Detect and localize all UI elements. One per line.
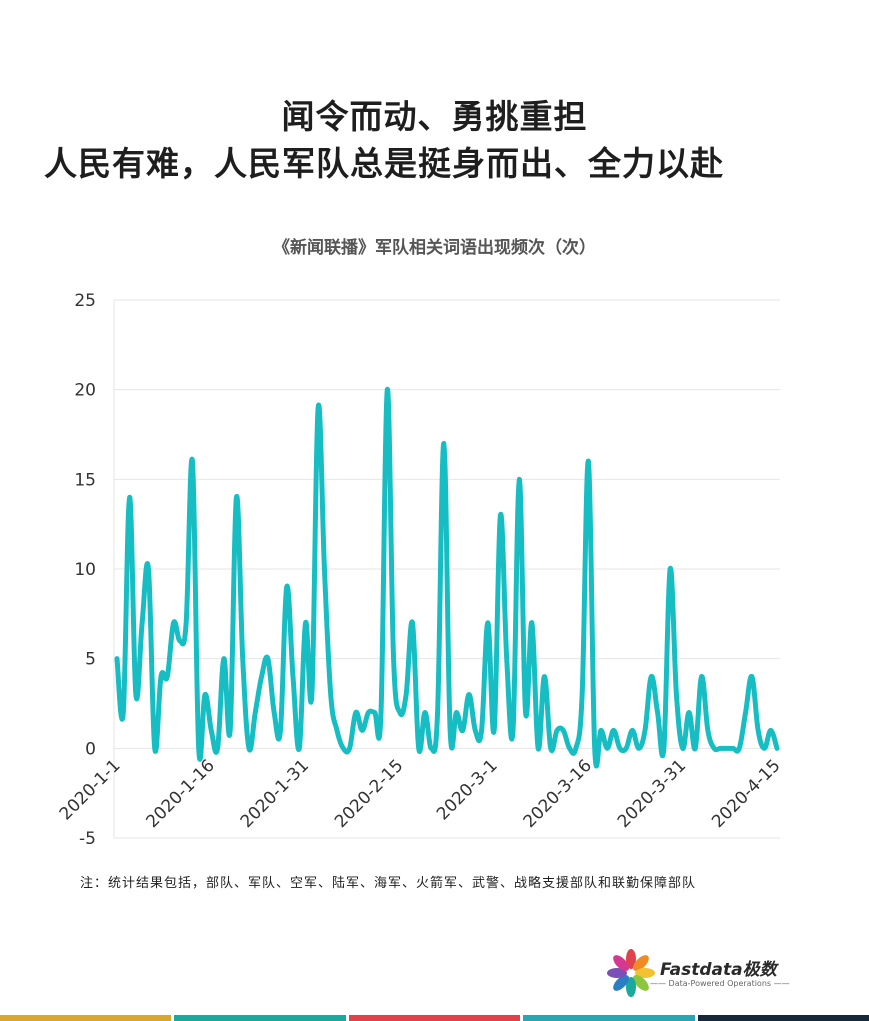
- y-tick-label: -5: [79, 829, 96, 849]
- y-tick-label: 5: [85, 650, 96, 670]
- y-tick-label: 0: [85, 739, 96, 759]
- x-axis-ticks: 2020-1-1 2020-1-16 2020-1-31 2020-2-15 2020-…: [56, 756, 785, 832]
- y-axis-ticks: 25 20 15 10 5 0 -5: [74, 291, 96, 849]
- logo-wordmark: Fastdata极数: [660, 960, 777, 980]
- x-tick-label: 2020-3-1: [433, 756, 502, 825]
- fastdata-logo: Fastdata极数 —— Data-Powered Operations ——: [604, 945, 804, 1000]
- color-stripe: [348, 1015, 521, 1021]
- logo-tagline: —— Data-Powered Operations ——: [650, 979, 790, 988]
- y-tick-label: 15: [74, 470, 96, 490]
- headline-line-1: 闻令而动、勇挑重担: [281, 97, 588, 136]
- color-stripe: [697, 1015, 869, 1021]
- headline-line-2: 人民有难，人民军队总是挺身而出、全力以赴: [44, 144, 724, 183]
- footnote: 注：统计结果包括，部队、军队、空军、陆军、海军、火箭军、武警、战略支援部队和联勤…: [80, 876, 697, 891]
- bottom-color-stripes: [0, 1015, 869, 1021]
- chart-title: 《新闻联播》军队相关词语出现频次（次）: [273, 238, 596, 258]
- color-stripe: [174, 1015, 346, 1021]
- x-tick-label: 2020-4-15: [708, 756, 784, 832]
- line-chart: 25 20 15 10 5 0 -5 2020-1-1 2020-1-16 2020-1-31 2…: [56, 291, 785, 849]
- y-tick-label: 20: [74, 381, 96, 401]
- series-line: [114, 387, 780, 769]
- x-tick-label: 2020-2-15: [331, 756, 407, 832]
- color-stripe: [0, 1015, 172, 1021]
- x-tick-label: 2020-3-16: [520, 756, 596, 832]
- x-tick-label: 2020-3-31: [614, 756, 690, 832]
- y-tick-label: 10: [74, 560, 96, 580]
- y-tick-label: 25: [74, 291, 96, 311]
- color-stripe: [523, 1015, 695, 1021]
- flower-logo-icon: [607, 949, 655, 997]
- x-tick-label: 2020-1-16: [142, 756, 218, 832]
- x-tick-label: 2020-1-31: [237, 756, 313, 832]
